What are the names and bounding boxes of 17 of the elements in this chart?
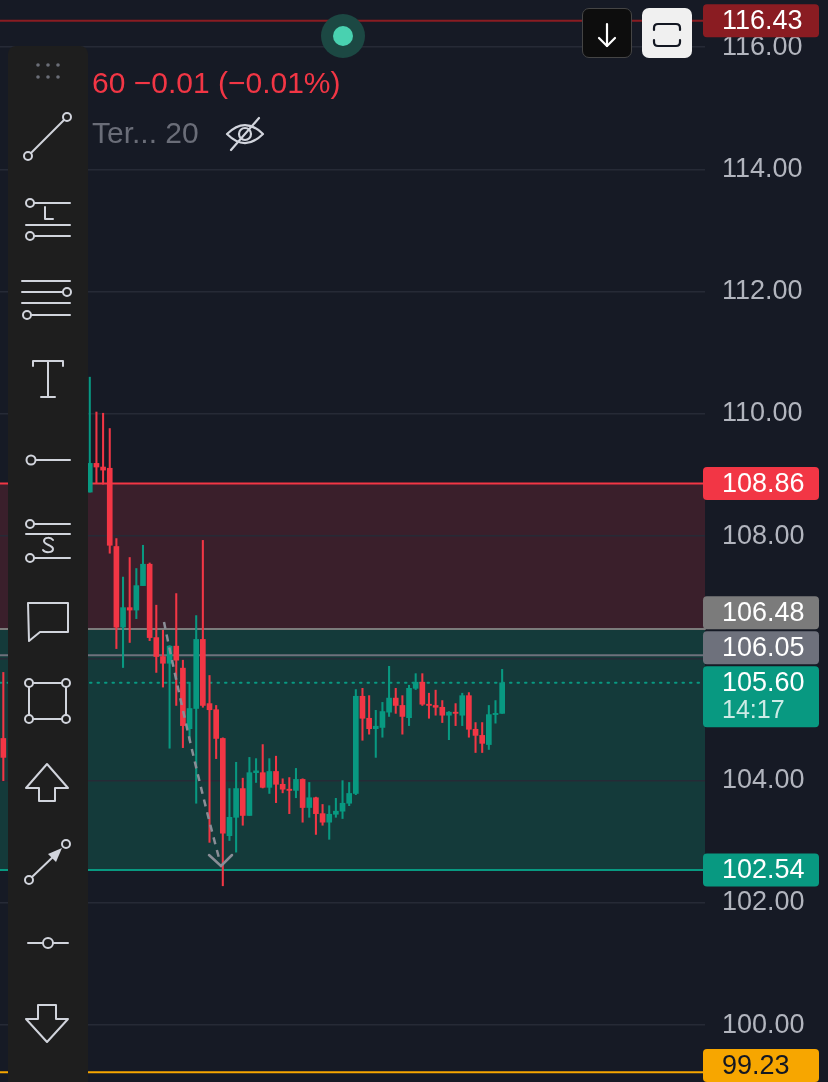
ref-line-label: 106.48 <box>722 597 805 628</box>
ref-line-label: 106.05 <box>722 632 805 663</box>
y-tick-label: 104.00 <box>722 764 805 795</box>
y-tick-label: 114.00 <box>722 152 803 183</box>
ref-line-label: 99.23 <box>722 1049 790 1080</box>
candlestick <box>126 557 133 643</box>
y-tick-label: 110.00 <box>722 397 803 428</box>
y-tick-label: 102.00 <box>722 886 805 917</box>
ref-line-label: 108.86 <box>722 467 805 498</box>
y-tick-label: 112.00 <box>722 275 803 306</box>
annotation: Ter... 20 <box>92 116 199 150</box>
y-tick-label: 108.00 <box>722 519 805 550</box>
ref-line-label: 105.60 <box>722 667 805 698</box>
text: 14:17 <box>722 695 785 724</box>
ref-line-label: 102.54 <box>722 854 805 885</box>
annotation: 60 −0.01 (−0.01%) <box>92 66 341 100</box>
y-tick-label: 100.00 <box>722 1008 805 1039</box>
